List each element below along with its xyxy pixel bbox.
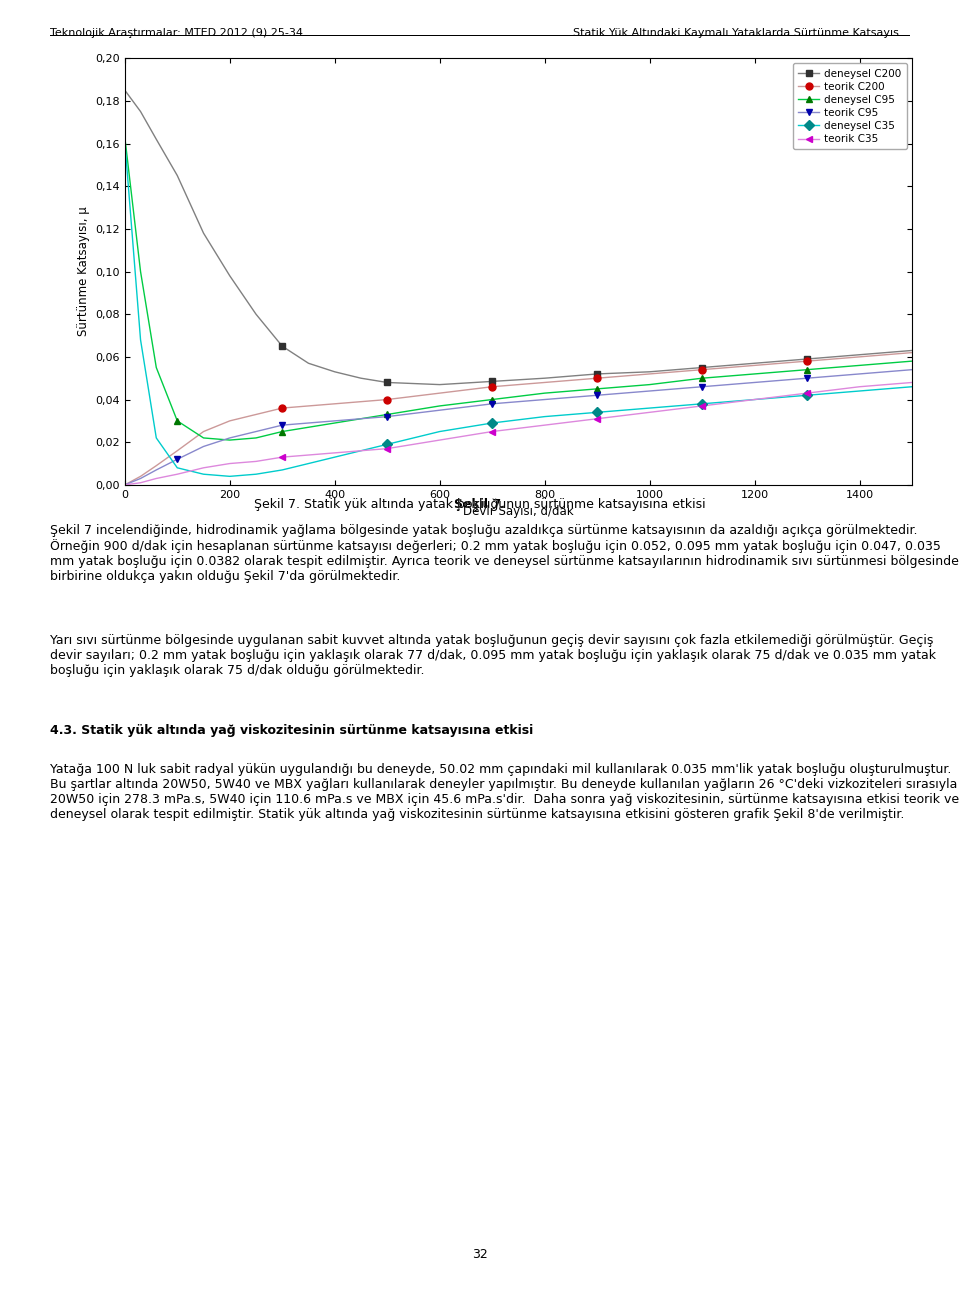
Text: Teknolojik Araştırmalar: MTED 2012 (9) 25-34: Teknolojik Araştırmalar: MTED 2012 (9) 2… [50, 28, 303, 39]
Text: Yatağa 100 N luk sabit radyal yükün uygulandığı bu deneyde, 50.02 mm çapındaki m: Yatağa 100 N luk sabit radyal yükün uygu… [50, 763, 959, 821]
Text: Statik Yük Altındaki Kaymalı Yataklarda Sürtünme Katsayıs...: Statik Yük Altındaki Kaymalı Yataklarda … [573, 28, 910, 39]
Text: Şekil 7.: Şekil 7. [454, 498, 506, 511]
Text: Şekil 7. Statik yük altında yatak boşluğunun sürtünme katsayısına etkisi: Şekil 7. Statik yük altında yatak boşluğ… [254, 498, 706, 511]
Text: 4.3. Statik yük altında yağ viskozitesinin sürtünme katsayısına etkisi: 4.3. Statik yük altında yağ viskozitesin… [50, 724, 533, 737]
Y-axis label: Sürtünme Katsayısı, μ: Sürtünme Katsayısı, μ [77, 207, 89, 336]
Legend: deneysel C200, teorik C200, deneysel C95, teorik C95, deneysel C35, teorik C35: deneysel C200, teorik C200, deneysel C95… [793, 63, 907, 150]
Text: 32: 32 [472, 1248, 488, 1261]
Text: Şekil 7 incelendiğinde, hidrodinamik yağlama bölgesinde yatak boşluğu azaldıkça : Şekil 7 incelendiğinde, hidrodinamik yağ… [50, 524, 959, 583]
X-axis label: Devir Sayısı, d/dak: Devir Sayısı, d/dak [463, 506, 574, 518]
Text: Şekil 7. Statik yük altında yatak boşluğunun sürtünme katsayısına etkisi: Şekil 7. Statik yük altında yatak boşluğ… [254, 498, 706, 511]
Text: Yarı sıvı sürtünme bölgesinde uygulanan sabit kuvvet altında yatak boşluğunun ge: Yarı sıvı sürtünme bölgesinde uygulanan … [50, 634, 936, 676]
